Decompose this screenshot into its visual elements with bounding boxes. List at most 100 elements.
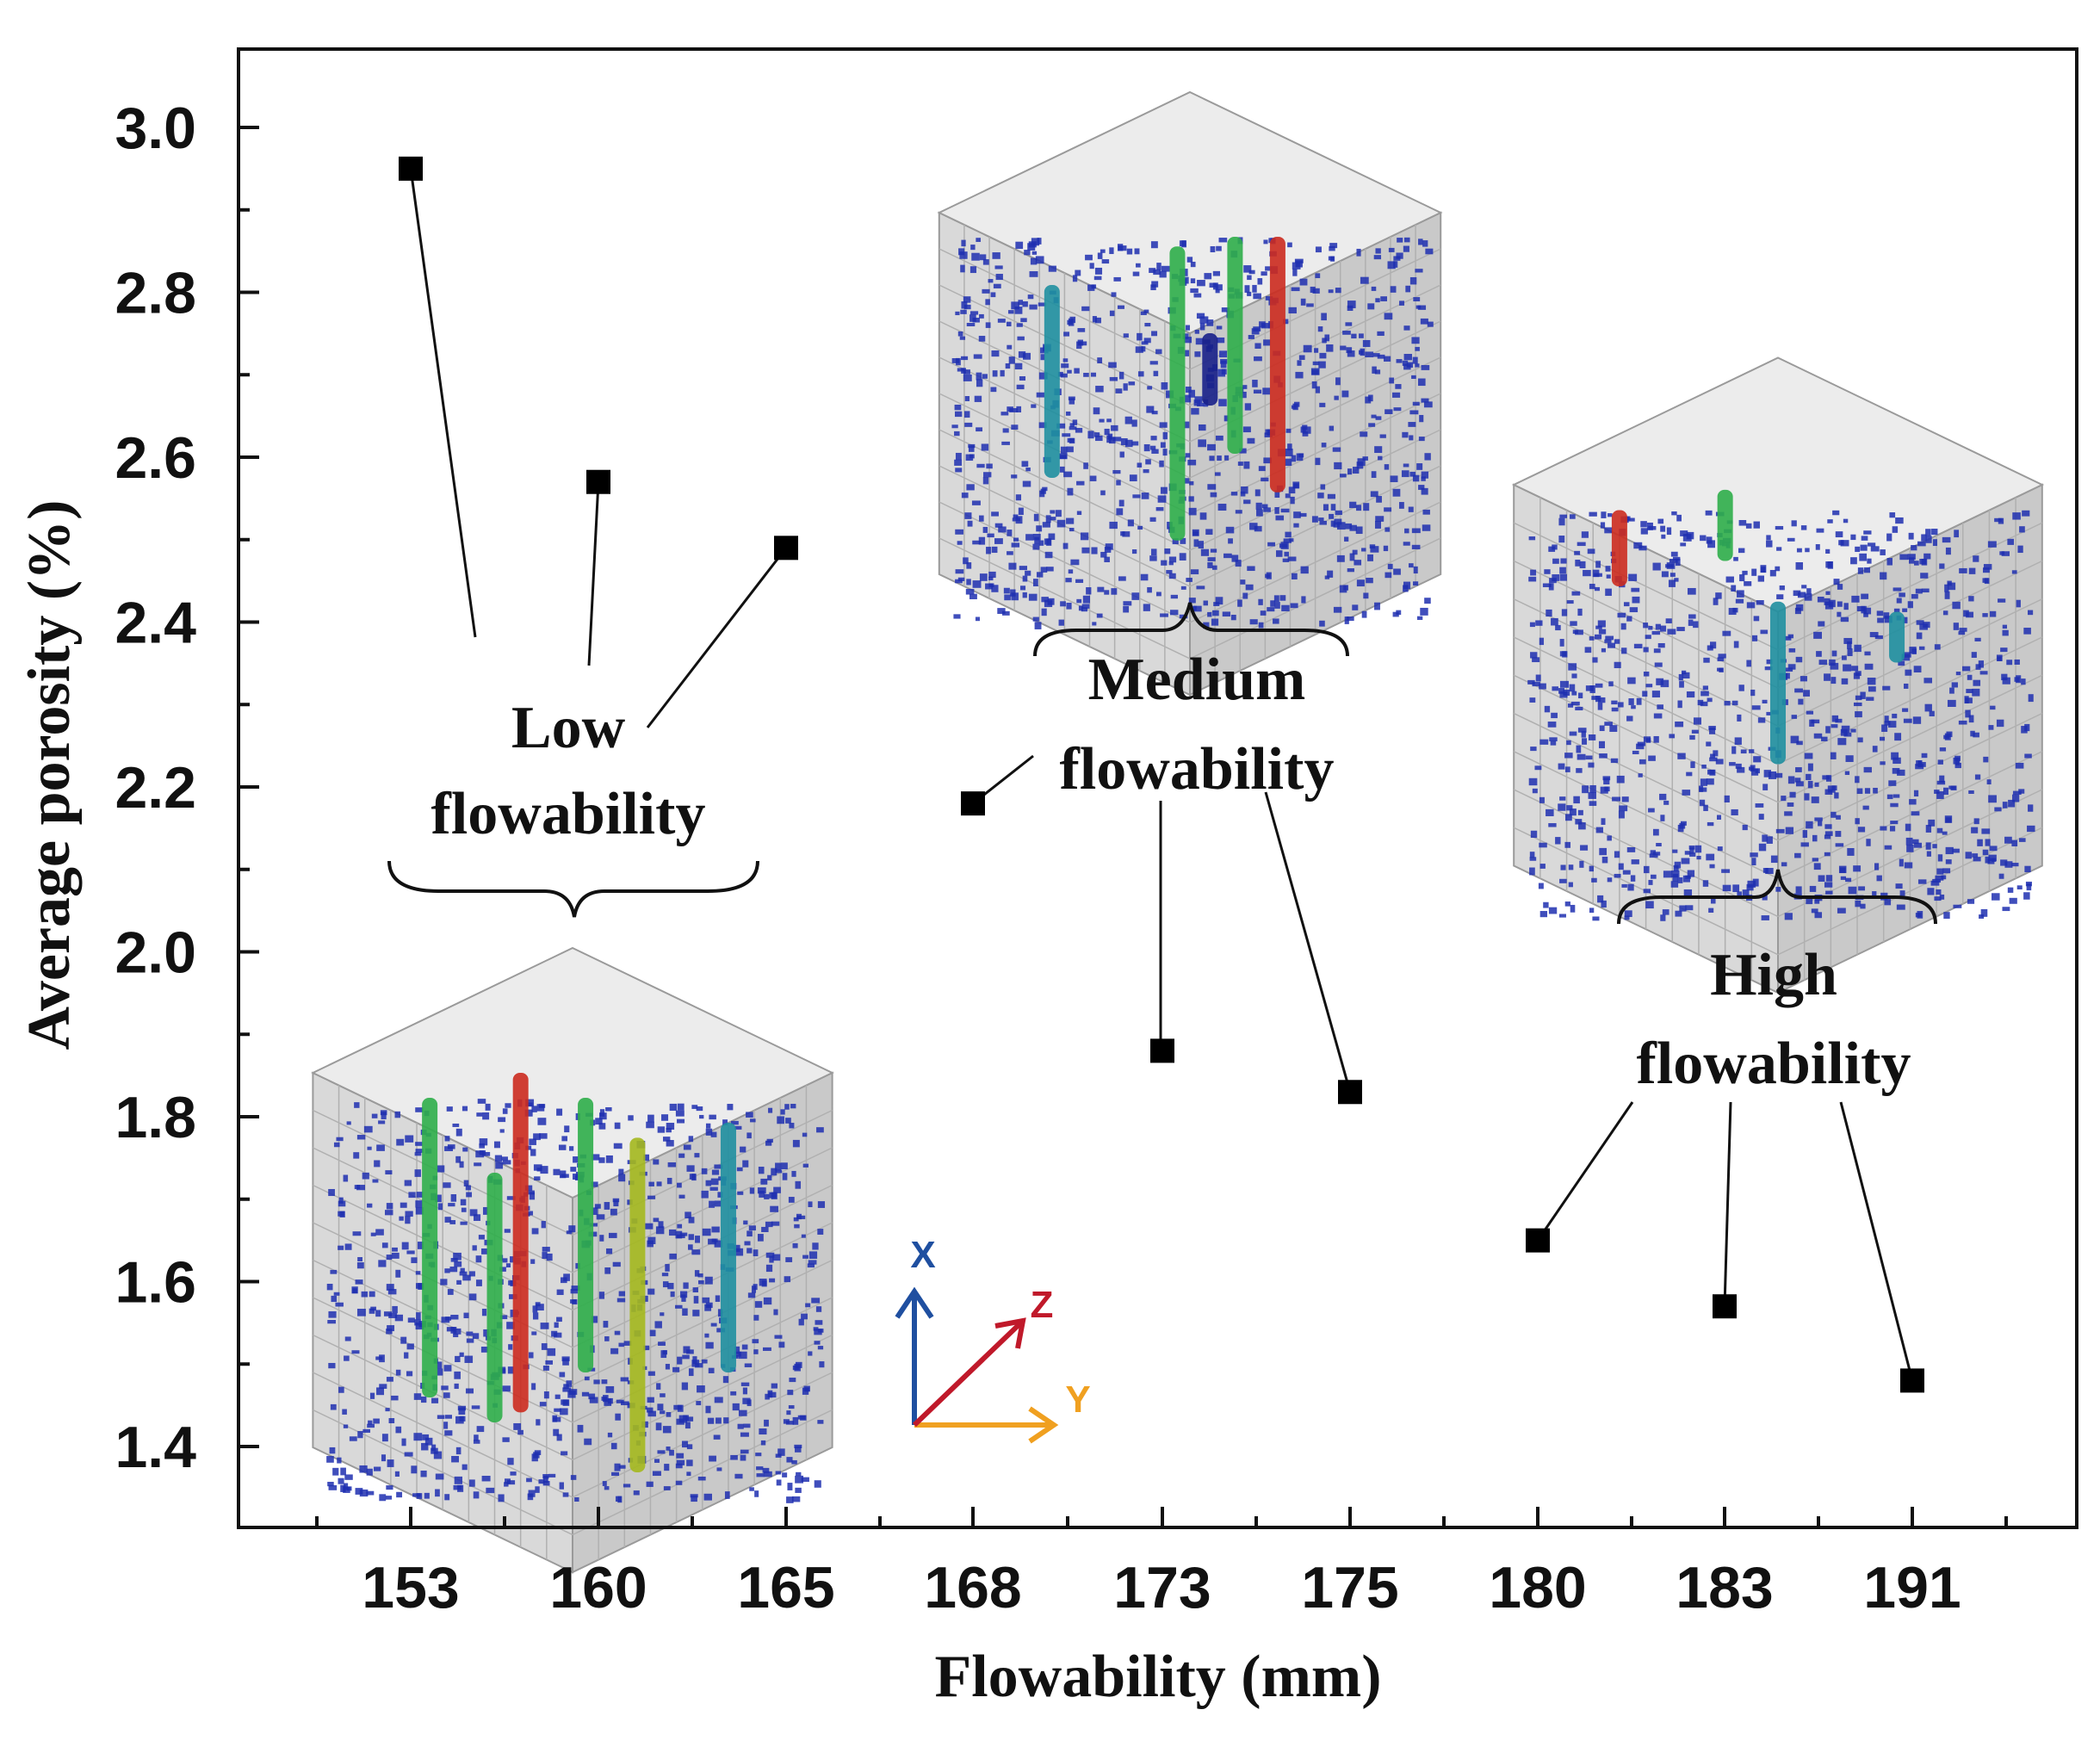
- pore-dot: [459, 1352, 464, 1357]
- pore-dot: [1254, 525, 1262, 532]
- pore-dot: [785, 1118, 791, 1124]
- pore-dot: [2002, 677, 2010, 685]
- pore-dot: [1899, 592, 1905, 598]
- pore-dot: [462, 1106, 468, 1112]
- pore-dot: [1693, 621, 1699, 629]
- pore-dot: [499, 1315, 508, 1320]
- pore-dot: [1160, 613, 1168, 617]
- callout-line: [1839, 1101, 1914, 1381]
- pore-dot: [1830, 662, 1839, 670]
- pore-dot: [2023, 892, 2030, 900]
- pore-dot: [705, 1405, 711, 1414]
- pore-dot: [381, 1242, 388, 1248]
- pore-dot: [1129, 474, 1137, 481]
- pore-dot: [1651, 630, 1661, 635]
- pore-dot: [1918, 762, 1926, 767]
- pore-dot: [770, 1205, 778, 1212]
- pore-dot: [1987, 541, 1997, 548]
- pore-dot: [1025, 570, 1031, 576]
- pore-dot: [444, 1146, 454, 1151]
- pore-dot: [961, 493, 969, 499]
- pore-dot: [343, 1174, 349, 1182]
- y-tick-label: 1.6: [115, 1250, 196, 1316]
- pore-dot: [1077, 339, 1084, 346]
- x-tick-label: 180: [1489, 1555, 1586, 1620]
- pore-dot: [1589, 784, 1596, 793]
- pore-dot: [1964, 696, 1969, 704]
- pore-dot: [964, 411, 970, 418]
- pore-dot: [1751, 858, 1756, 866]
- pore-dot: [1529, 852, 1535, 858]
- pore-dot: [391, 1252, 400, 1259]
- pore-dot: [1790, 735, 1800, 744]
- data-point: [961, 791, 985, 816]
- pore-dot: [1791, 520, 1797, 527]
- pore-dot: [1944, 815, 1953, 823]
- pore-dot: [394, 1314, 404, 1322]
- pore-dot: [2011, 794, 2020, 802]
- pore-dot: [1068, 396, 1075, 400]
- pore-dot: [805, 1303, 811, 1308]
- pore-dot: [817, 1229, 824, 1235]
- pore-dot: [1367, 303, 1375, 310]
- pore-dot: [437, 1165, 445, 1173]
- pore-dot: [1254, 356, 1262, 362]
- pore-dot: [2014, 659, 2020, 665]
- pore-dot: [1954, 762, 1961, 769]
- pore-dot: [1916, 620, 1924, 625]
- pore-dot: [1149, 517, 1156, 522]
- inset-z-arrowhead: [994, 1317, 1026, 1349]
- pore-dot: [753, 1315, 759, 1321]
- pore-dot: [1785, 827, 1794, 834]
- pore-dot: [573, 1156, 579, 1163]
- pore-dot: [1356, 505, 1362, 511]
- pore-dot: [982, 288, 990, 294]
- pore-dot: [1915, 913, 1922, 918]
- pore-dot: [456, 1279, 462, 1285]
- pore-dot: [1579, 860, 1584, 868]
- pore-dot: [1811, 908, 1818, 914]
- pore-dot: [1403, 363, 1411, 370]
- pore-dot: [1766, 540, 1773, 548]
- pore-dot: [741, 1344, 748, 1350]
- pore-dot: [678, 1194, 685, 1199]
- pore-dot: [1919, 623, 1929, 630]
- pore-dot: [738, 1351, 747, 1360]
- pore-dot: [455, 1447, 462, 1455]
- pore-dot: [682, 1354, 690, 1360]
- pore-dot: [1648, 879, 1653, 885]
- pore-dot: [666, 1447, 671, 1451]
- pore-dot: [1966, 611, 1974, 618]
- pore-dot: [628, 1115, 634, 1121]
- pore-dot: [746, 1112, 753, 1118]
- pore-dot: [1643, 623, 1649, 629]
- pore-dot: [663, 1137, 671, 1142]
- pore-dot: [955, 411, 963, 418]
- pore-dot: [764, 1419, 769, 1427]
- pore-dot: [1775, 828, 1785, 833]
- pore-dot: [1831, 811, 1837, 818]
- pore-dot: [1287, 242, 1292, 248]
- pore-dot: [1365, 396, 1372, 404]
- pore-dot: [1672, 874, 1679, 882]
- pore-dot: [1868, 686, 1876, 692]
- pore-dot: [647, 1397, 654, 1403]
- pore-dot: [1575, 559, 1581, 567]
- pore-dot: [437, 1361, 443, 1369]
- pore-dot: [414, 1152, 422, 1156]
- pore-dot: [1551, 712, 1558, 719]
- pore-dot: [1903, 718, 1912, 723]
- pore-dot: [474, 1434, 479, 1441]
- pore-dot: [1564, 901, 1570, 907]
- pore-dot: [1925, 536, 1932, 543]
- pore-dot: [808, 1351, 813, 1356]
- pore-dot: [666, 1177, 672, 1185]
- pore-dot: [531, 1106, 537, 1112]
- pore-dot: [1833, 579, 1840, 585]
- pore-dot: [1762, 699, 1768, 704]
- pore-dot: [459, 1416, 466, 1422]
- pore-dot: [968, 445, 975, 452]
- pore-dot: [1674, 578, 1679, 582]
- pore-dot: [1880, 549, 1886, 555]
- pore-dot: [444, 1217, 451, 1223]
